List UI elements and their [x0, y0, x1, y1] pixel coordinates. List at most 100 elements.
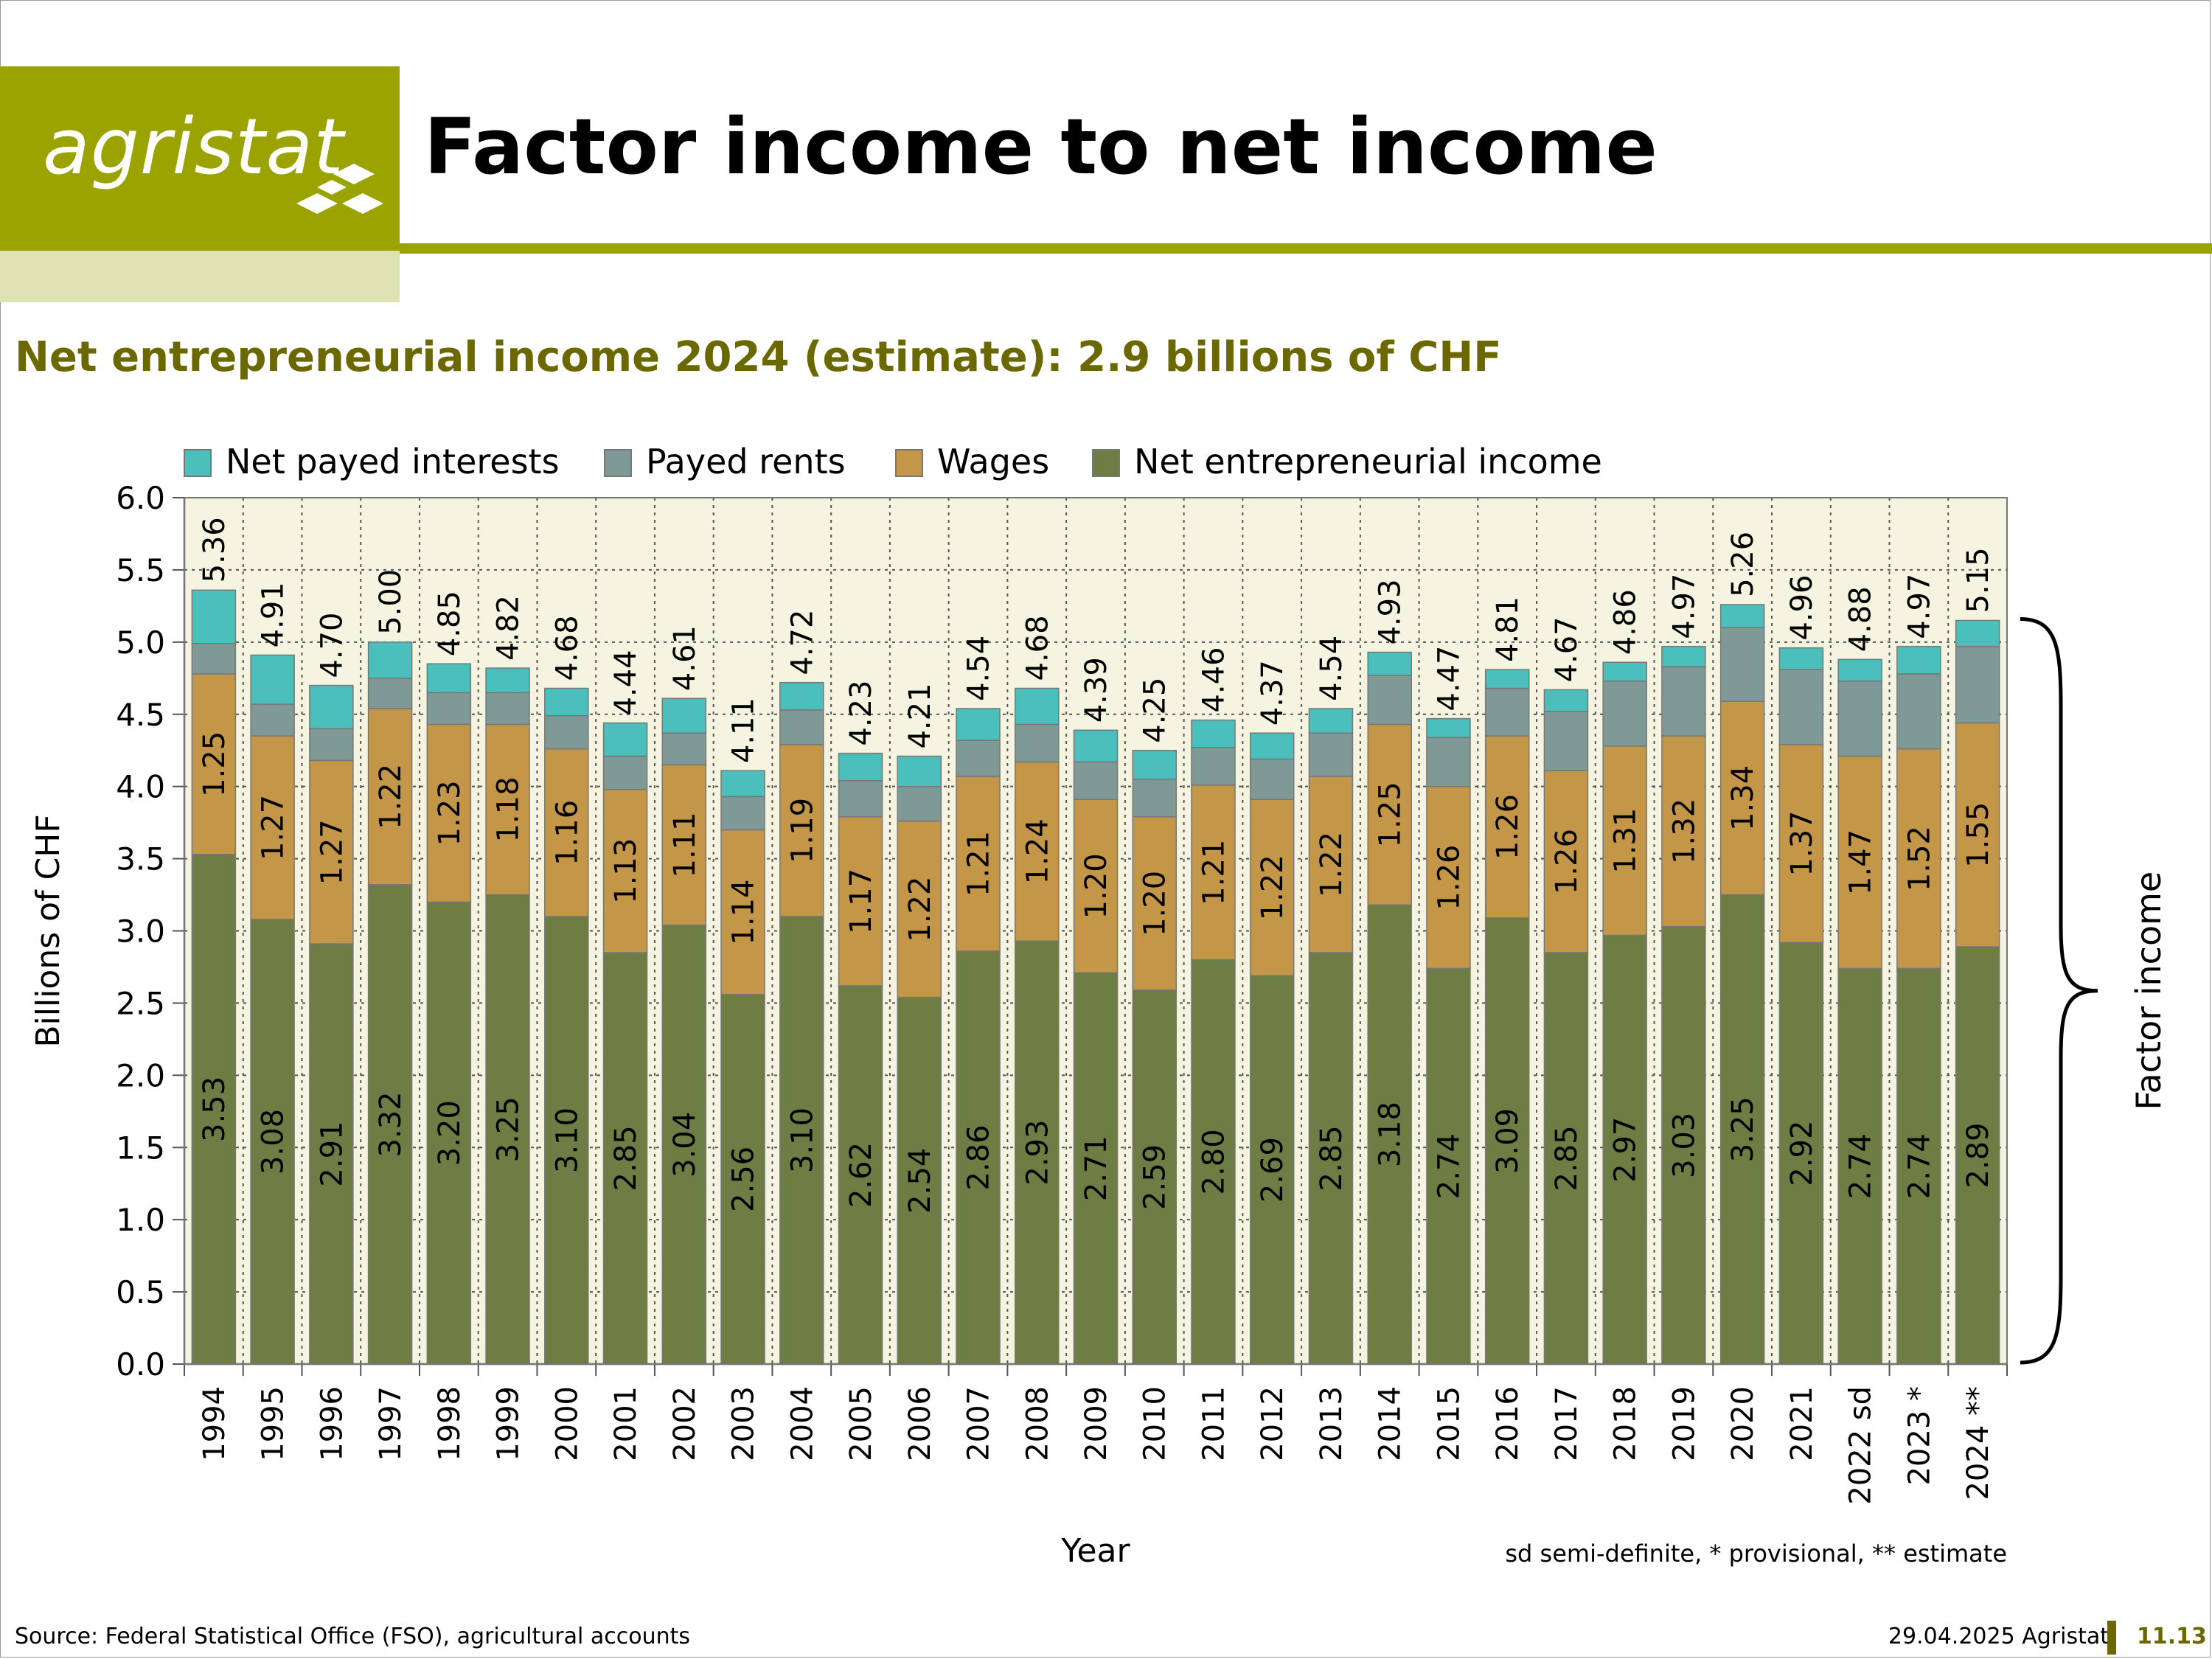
x-tick-label: 2012 — [1256, 1386, 1290, 1461]
x-tick-label: 1994 — [198, 1386, 232, 1461]
bar-net-payed-interests — [1073, 729, 1119, 763]
bar-net-entrepreneurial-income — [367, 884, 413, 1365]
bar-net-entrepreneurial-income — [1602, 934, 1647, 1365]
bar-net-payed-interests — [485, 667, 530, 694]
legend-swatch-net-payed-interests — [184, 449, 212, 477]
source-note: Source: Federal Statistical Office (FSO)… — [15, 1624, 691, 1649]
bar-payed-rents — [1015, 723, 1060, 763]
bar-net-payed-interests — [1719, 604, 1765, 629]
x-tick-label: 1997 — [374, 1386, 408, 1461]
data-label-net-entrepreneurial-income: 2.74 — [1432, 1133, 1466, 1199]
x-tick-label: 2021 — [1785, 1386, 1819, 1461]
bar-payed-rents — [1661, 666, 1706, 737]
data-label-wages: 1.20 — [1138, 871, 1172, 936]
y-tick-label: 5.0 — [116, 625, 165, 661]
bar-net-entrepreneurial-income — [720, 993, 765, 1365]
bar-payed-rents — [1602, 680, 1647, 747]
bar-wages — [250, 735, 295, 920]
bar-net-payed-interests — [1837, 658, 1882, 682]
data-label-wages: 1.26 — [1432, 845, 1466, 911]
data-label-net-entrepreneurial-income: 3.09 — [1491, 1108, 1525, 1174]
x-tick-label: 2024 ** — [1961, 1386, 1995, 1500]
bar-net-entrepreneurial-income — [485, 894, 530, 1365]
bar-payed-rents — [779, 709, 824, 745]
x-tick-label: 2020 — [1726, 1386, 1760, 1461]
x-tick-label: 2016 — [1491, 1386, 1525, 1461]
total-label: 4.39 — [1079, 657, 1113, 723]
data-label-net-entrepreneurial-income: 3.04 — [668, 1112, 702, 1178]
y-tick-label: 1.5 — [116, 1130, 165, 1166]
bar-net-payed-interests — [1015, 687, 1060, 726]
data-label-wages: 1.22 — [903, 877, 937, 942]
bar-wages — [1484, 735, 1530, 919]
bar-wages — [485, 723, 530, 896]
x-tick-label: 2014 — [1374, 1386, 1408, 1461]
bar-net-entrepreneurial-income — [544, 916, 589, 1365]
data-label-wages: 1.47 — [1844, 830, 1878, 895]
total-label: 4.93 — [1374, 579, 1408, 644]
total-label: 4.61 — [668, 625, 702, 691]
bar-net-payed-interests — [1955, 619, 2000, 647]
x-tick-label: 2001 — [609, 1386, 643, 1461]
bar-net-payed-interests — [1367, 651, 1412, 676]
bar-net-payed-interests — [1602, 661, 1647, 682]
bar-net-payed-interests — [1249, 732, 1295, 760]
total-label: 4.21 — [903, 683, 937, 748]
total-label: 4.37 — [1256, 660, 1290, 726]
page-number: 11.13 — [2137, 1624, 2207, 1649]
data-label-wages: 1.18 — [492, 776, 526, 842]
total-label: 4.88 — [1844, 586, 1878, 652]
data-label-net-entrepreneurial-income: 2.97 — [1609, 1117, 1643, 1183]
legend-swatch-wages — [895, 449, 923, 477]
bar-payed-rents — [602, 755, 648, 790]
data-label-wages: 1.23 — [433, 780, 467, 846]
bar-net-payed-interests — [1896, 645, 1941, 675]
data-label-net-entrepreneurial-income: 3.10 — [785, 1107, 819, 1173]
bar-payed-rents — [485, 692, 530, 726]
total-label: 4.97 — [1667, 574, 1701, 639]
data-label-wages: 1.13 — [609, 838, 643, 904]
title-divider — [400, 243, 2212, 254]
legend-label-net-entrepreneurial-income: Net entrepreneurial income — [1134, 442, 1602, 481]
data-label-wages: 1.37 — [1785, 810, 1819, 876]
total-label: 5.36 — [198, 517, 232, 582]
bar-payed-rents — [309, 728, 354, 762]
data-label-wages: 1.20 — [1079, 853, 1113, 919]
bar-payed-rents — [544, 714, 589, 750]
bar-wages — [1719, 700, 1765, 896]
bar-payed-rents — [838, 780, 883, 818]
x-tick-label: 2002 — [668, 1386, 702, 1461]
data-label-wages: 1.27 — [257, 795, 291, 860]
data-label-net-entrepreneurial-income: 2.74 — [1844, 1133, 1878, 1199]
total-label: 4.11 — [727, 698, 761, 763]
bar-net-entrepreneurial-income — [191, 853, 237, 1365]
legend-label-wages: Wages — [937, 442, 1049, 481]
data-label-wages: 1.32 — [1667, 799, 1701, 864]
bar-net-entrepreneurial-income — [1661, 925, 1706, 1365]
bar-payed-rents — [367, 678, 413, 709]
bar-net-payed-interests — [1132, 749, 1177, 780]
total-label: 4.82 — [492, 595, 526, 661]
bar-net-payed-interests — [191, 589, 237, 644]
bar-wages — [1543, 770, 1589, 953]
footer-divider — [2107, 1621, 2116, 1655]
bar-wages — [1367, 723, 1412, 905]
bar-net-entrepreneurial-income — [1191, 959, 1236, 1365]
total-label: 4.70 — [315, 613, 349, 678]
bar-net-entrepreneurial-income — [602, 952, 648, 1365]
x-tick-label: 1995 — [257, 1386, 291, 1461]
bar-net-payed-interests — [661, 698, 707, 734]
data-label-net-entrepreneurial-income: 3.03 — [1667, 1113, 1701, 1178]
plot-border — [184, 497, 2008, 1365]
bar-net-entrepreneurial-income — [1015, 940, 1060, 1365]
bar-wages — [1896, 748, 1941, 970]
x-tick-label: 2006 — [903, 1386, 937, 1461]
bar-net-entrepreneurial-income — [779, 916, 824, 1365]
bar-wages — [1426, 785, 1471, 970]
total-label: 4.44 — [609, 650, 643, 715]
bar-net-payed-interests — [1484, 669, 1530, 689]
bar-net-payed-interests — [1661, 645, 1706, 667]
footnote: sd semi-definite, * provisional, ** esti… — [1505, 1540, 2007, 1568]
data-label-net-entrepreneurial-income: 3.25 — [1726, 1096, 1760, 1162]
